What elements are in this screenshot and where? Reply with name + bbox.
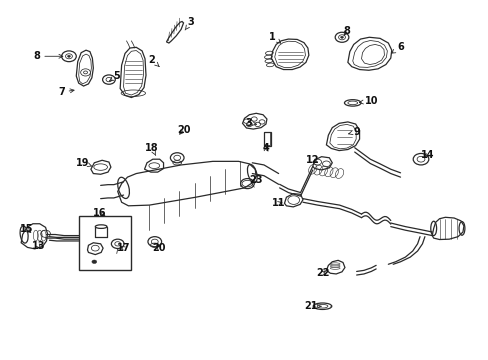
Text: 8: 8 xyxy=(34,51,62,61)
Text: 5: 5 xyxy=(109,71,120,81)
Text: 23: 23 xyxy=(249,175,263,185)
Text: 10: 10 xyxy=(359,96,377,106)
Text: 3: 3 xyxy=(185,17,194,30)
Text: 7: 7 xyxy=(58,87,74,97)
Text: 20: 20 xyxy=(152,243,165,253)
Bar xyxy=(264,132,269,145)
Text: 21: 21 xyxy=(304,301,320,311)
Circle shape xyxy=(92,260,97,264)
Text: 16: 16 xyxy=(93,208,107,218)
Text: 17: 17 xyxy=(117,243,130,253)
Text: 9: 9 xyxy=(348,127,359,136)
Text: 6: 6 xyxy=(391,42,403,53)
Text: 19: 19 xyxy=(76,158,92,168)
Text: 4: 4 xyxy=(263,143,269,153)
Text: 15: 15 xyxy=(20,225,33,234)
Text: 14: 14 xyxy=(420,150,433,160)
Text: 12: 12 xyxy=(305,155,319,165)
Text: 20: 20 xyxy=(177,125,190,135)
Bar xyxy=(263,132,270,146)
Text: 18: 18 xyxy=(145,143,158,156)
Text: 3: 3 xyxy=(244,118,256,128)
Text: 2: 2 xyxy=(148,55,159,67)
Text: 8: 8 xyxy=(343,26,349,36)
Text: 1: 1 xyxy=(269,32,280,43)
Circle shape xyxy=(67,55,70,57)
Bar xyxy=(79,216,131,270)
Circle shape xyxy=(340,36,343,39)
Text: 13: 13 xyxy=(32,241,45,251)
Text: 11: 11 xyxy=(271,198,285,208)
Text: 22: 22 xyxy=(315,268,328,278)
